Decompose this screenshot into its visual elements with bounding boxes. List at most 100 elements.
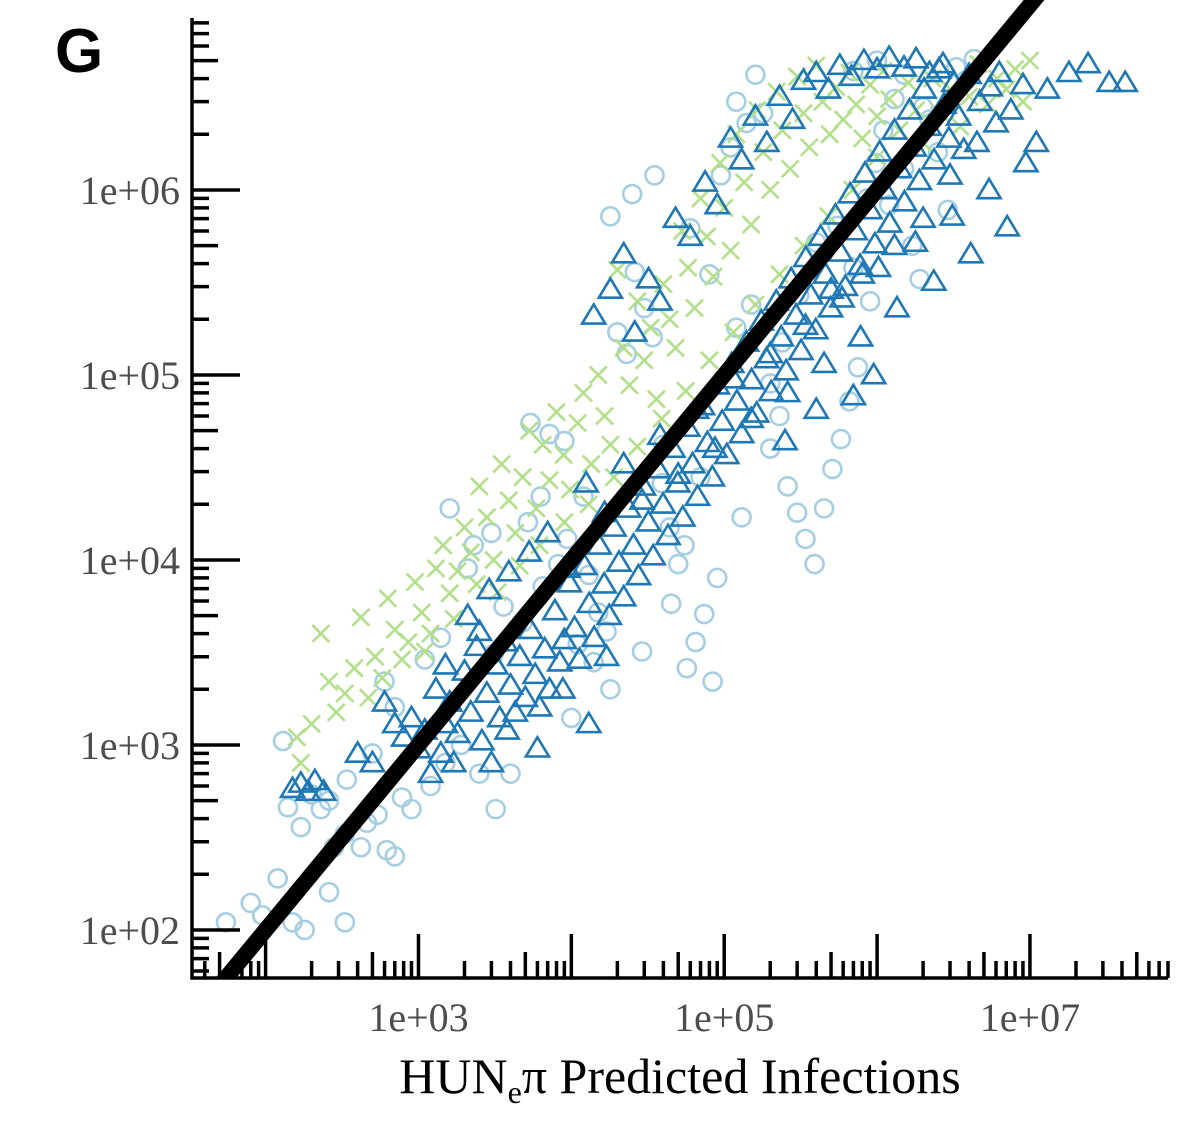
data-point-triangle xyxy=(431,651,460,675)
data-point-triangle xyxy=(825,52,854,76)
data-point-triangle xyxy=(343,739,372,763)
data-point-x xyxy=(780,159,800,179)
data-point-triangle xyxy=(1033,75,1062,99)
data-point-triangle xyxy=(439,749,468,773)
data-point-x xyxy=(588,365,608,385)
data-point-x xyxy=(607,260,627,280)
points-layer xyxy=(215,43,1140,941)
data-point-x xyxy=(741,215,761,234)
data-point-x xyxy=(392,649,412,669)
data-point-triangle xyxy=(1011,149,1040,173)
y-tick-label: 1e+02 xyxy=(80,908,180,953)
data-point-triangle xyxy=(668,503,697,527)
data-point-triangle xyxy=(698,463,727,487)
data-point-triangle xyxy=(848,260,877,284)
data-point-triangle xyxy=(523,734,552,758)
data-point-x xyxy=(421,624,440,643)
data-point-triangle xyxy=(525,693,554,717)
data-point-triangle xyxy=(540,597,569,621)
data-point-circle xyxy=(600,206,621,227)
data-point-triangle xyxy=(846,252,874,276)
data-point-x xyxy=(879,89,899,109)
data-point-circle xyxy=(334,912,356,933)
data-point-circle xyxy=(240,892,262,914)
data-point-circle xyxy=(804,553,825,575)
data-point-x xyxy=(365,647,385,667)
data-point-x xyxy=(433,535,453,555)
data-point-circle xyxy=(699,263,720,285)
data-point-triangle xyxy=(920,146,948,170)
data-point-circle xyxy=(420,775,441,797)
data-point-circle xyxy=(350,836,372,858)
data-point-triangle xyxy=(654,522,682,546)
x-axis-title-subscript: e xyxy=(508,1074,522,1110)
data-point-triangle xyxy=(628,486,656,510)
data-point-triangle xyxy=(456,698,485,722)
data-point-triangle xyxy=(716,124,745,148)
data-point-triangle xyxy=(505,643,534,667)
data-point-triangle xyxy=(1095,69,1124,93)
data-point-circle xyxy=(272,730,294,752)
data-point-triangle xyxy=(875,43,904,68)
data-point-circle xyxy=(384,846,406,867)
data-point-triangle xyxy=(468,727,496,751)
data-point-x xyxy=(685,298,704,318)
data-point-triangle xyxy=(756,340,785,364)
x-tick-label: 1e+05 xyxy=(674,995,774,1040)
data-point-triangle xyxy=(521,661,550,685)
data-point-triangle xyxy=(1111,69,1140,93)
data-point-x xyxy=(678,258,698,278)
data-point-triangle xyxy=(609,450,638,474)
data-point-triangle xyxy=(620,318,649,342)
data-point-triangle xyxy=(453,602,482,626)
data-point-x xyxy=(691,188,710,208)
data-point-x xyxy=(770,264,789,284)
data-point-triangle xyxy=(864,254,893,278)
axes-layer: 1e+02 1e+03 1e+04 1e+05 1e+06 1e+03 1e+05 1e+07 xyxy=(80,18,1170,1040)
data-point-circle xyxy=(676,657,698,679)
data-point-triangle xyxy=(821,201,850,225)
data-point-x xyxy=(652,409,672,429)
data-point-triangle xyxy=(859,361,888,385)
data-point-x xyxy=(540,470,559,490)
data-point-triangle xyxy=(737,405,765,429)
data-point-triangle xyxy=(742,399,771,423)
data-point-circle xyxy=(500,763,521,784)
data-point-triangle xyxy=(574,710,603,734)
data-point-x xyxy=(898,73,918,93)
data-point-x xyxy=(469,476,489,496)
data-point-x xyxy=(724,322,743,342)
data-point-triangle xyxy=(771,427,799,451)
data-point-triangle xyxy=(609,240,638,264)
data-point-triangle xyxy=(880,232,909,256)
data-point-triangle xyxy=(796,281,825,305)
data-point-x xyxy=(484,550,504,570)
data-point-triangle xyxy=(929,50,957,74)
data-point-triangle xyxy=(533,519,562,543)
data-point-triangle xyxy=(475,576,504,600)
y-tick-label: 1e+04 xyxy=(80,538,180,583)
data-point-x xyxy=(799,137,819,157)
data-point-triangle xyxy=(837,63,866,87)
data-point-triangle xyxy=(975,176,1003,200)
y-tick-label: 1e+05 xyxy=(80,353,180,398)
data-point-triangle xyxy=(875,209,904,233)
data-point-triangle xyxy=(661,205,690,229)
data-point-circle xyxy=(318,881,340,903)
data-point-triangle xyxy=(982,109,1010,133)
data-point-x xyxy=(710,153,730,173)
data-point-triangle xyxy=(851,159,879,183)
data-point-x xyxy=(704,267,723,287)
data-point-triangle xyxy=(767,323,796,347)
data-point-x xyxy=(302,714,322,734)
data-point-x xyxy=(600,435,620,455)
x-tick-label: 1e+03 xyxy=(368,995,468,1040)
data-point-circle xyxy=(813,498,835,519)
data-point-x xyxy=(415,642,435,661)
data-point-triangle xyxy=(575,590,604,614)
data-point-triangle xyxy=(846,323,875,347)
data-point-triangle xyxy=(596,275,625,299)
data-point-triangle xyxy=(935,124,963,148)
data-point-circle xyxy=(659,517,681,538)
data-point-circle xyxy=(740,294,762,315)
